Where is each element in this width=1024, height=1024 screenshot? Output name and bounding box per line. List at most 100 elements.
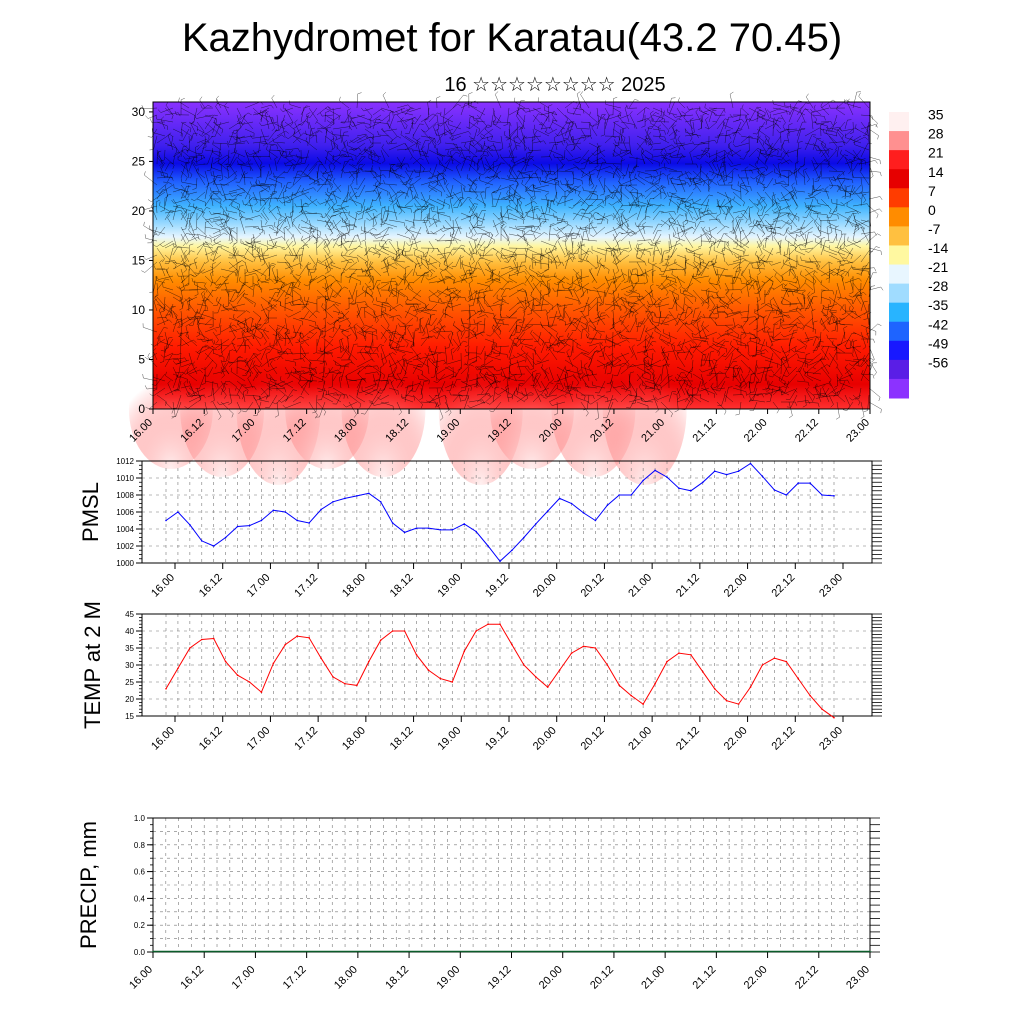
data-point [761, 475, 764, 478]
colorbar-swatch [889, 245, 909, 266]
data-point [487, 623, 489, 625]
data-point [212, 637, 215, 640]
data-point [451, 681, 454, 683]
colorbar-swatch [889, 207, 909, 227]
data-point [606, 664, 609, 666]
y-axis-title: PRECIP, mm [76, 821, 101, 949]
x-tick-label: 21.12 [691, 417, 719, 445]
data-point [332, 676, 334, 678]
y-tick-label: 1010 [116, 474, 134, 483]
data-point [558, 669, 561, 671]
colorbar-label: 28 [928, 126, 944, 142]
data-point [320, 508, 322, 511]
colorbar-label: -7 [928, 221, 941, 237]
data-point [177, 511, 179, 513]
panel-2 [136, 613, 882, 722]
data-point [511, 549, 513, 552]
colorbar-swatch [889, 264, 909, 285]
colorbar-swatch [889, 150, 909, 170]
data-point [308, 522, 310, 524]
data-point [475, 630, 477, 632]
data-point [487, 545, 489, 547]
data-point [403, 531, 406, 534]
data-point [379, 639, 382, 641]
y-tick-label: 10 [132, 303, 146, 317]
x-tick-label: 21.00 [626, 725, 654, 753]
x-tick-label: 21.12 [674, 572, 702, 600]
x-tick-label: 18.00 [332, 964, 360, 992]
chart-subtitle: 16 ☆☆☆☆☆☆☆☆ 2025 [444, 74, 666, 96]
x-tick-label: 22.12 [769, 725, 797, 753]
x-tick-label: 19.00 [434, 964, 462, 992]
colorbar-label: -56 [928, 354, 948, 370]
x-tick-label: 19.00 [435, 725, 463, 753]
data-point [415, 654, 418, 656]
colorbar-swatch [889, 226, 909, 246]
data-point [809, 482, 811, 484]
x-tick-label: 16.00 [127, 964, 155, 992]
data-point [713, 470, 716, 473]
data-point [773, 489, 776, 491]
data-point [594, 647, 597, 649]
x-tick-label: 17.12 [281, 964, 309, 992]
y-axis-title: TEMP at 2 M [80, 601, 105, 729]
colorbar-label: 21 [928, 145, 944, 161]
x-tick-label: 17.00 [245, 572, 273, 600]
x-tick-label: 20.12 [588, 964, 616, 992]
x-tick-label: 23.00 [844, 417, 872, 445]
wind-barbs [141, 91, 884, 421]
data-point [666, 660, 668, 663]
data-point [165, 519, 167, 522]
data-point [248, 681, 251, 683]
data-point [224, 536, 227, 539]
colorbar-label: -49 [928, 335, 948, 351]
data-point [439, 677, 442, 680]
y-tick-label: 1006 [116, 508, 134, 517]
data-point [582, 645, 585, 648]
y-tick-label: 30 [125, 661, 134, 670]
data-point [427, 527, 430, 529]
data-point [463, 650, 466, 653]
x-tick-label: 17.00 [245, 725, 273, 753]
y-tick-label: 25 [132, 154, 146, 168]
colorbar-swatch [889, 112, 909, 132]
data-point [367, 660, 370, 663]
x-tick-label: 20.00 [531, 725, 559, 753]
x-tick-label: 17.00 [230, 964, 258, 992]
data-point [749, 686, 752, 688]
data-point [344, 497, 346, 500]
data-point [248, 524, 251, 527]
data-point [797, 482, 800, 484]
data-point [284, 511, 287, 513]
data-point [582, 512, 585, 514]
data-point [296, 635, 299, 637]
colorbar-label: 0 [928, 202, 936, 218]
data-point [379, 501, 382, 503]
colorbar-swatch [889, 321, 909, 342]
data-point [391, 630, 394, 632]
colorbar-swatch [889, 169, 909, 189]
colorbar-swatch [889, 378, 909, 399]
data-point [344, 682, 346, 685]
data-point [737, 470, 740, 473]
x-tick-label: 21.00 [639, 964, 667, 992]
x-tick-label: 20.12 [579, 572, 607, 600]
data-point [725, 699, 728, 702]
data-point [642, 703, 644, 705]
data-point [630, 694, 633, 697]
data-point [749, 462, 752, 465]
data-point [463, 523, 466, 525]
y-tick-label: 20 [132, 204, 146, 218]
data-point [177, 667, 179, 670]
data-point [427, 669, 430, 671]
data-point [546, 686, 549, 688]
data-point [296, 519, 299, 522]
data-point [678, 487, 680, 490]
y-tick-label: 1004 [116, 525, 134, 534]
x-tick-label: 17.12 [292, 725, 320, 753]
x-tick-label: 22.00 [722, 725, 750, 753]
x-tick-label: 22.00 [722, 572, 750, 600]
data-point [833, 716, 835, 719]
data-point [558, 497, 561, 500]
